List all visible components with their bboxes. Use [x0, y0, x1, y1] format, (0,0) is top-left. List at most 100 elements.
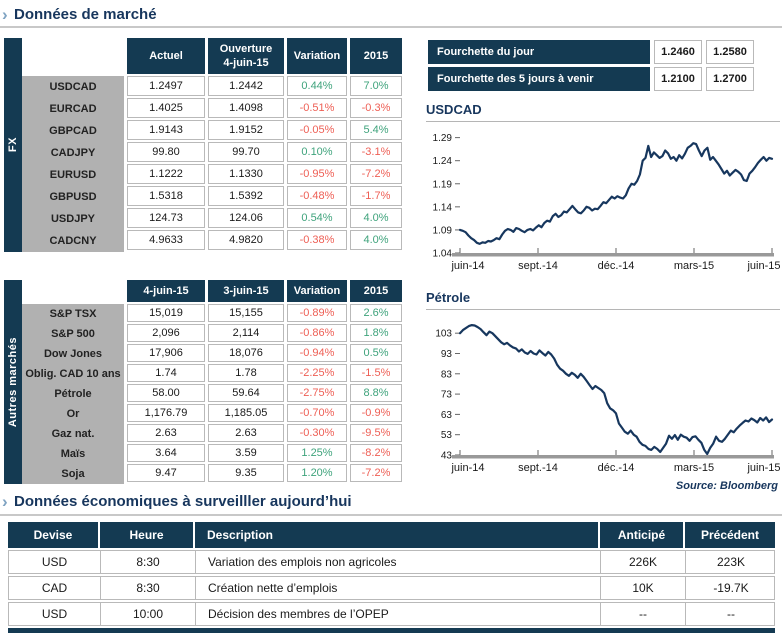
petrole-chart: Pétrole 43 53 63 73 83 93 103 juin-14 sept.-14 dé… [426, 290, 781, 482]
table-cell: -0.3% [350, 98, 402, 118]
table-cell: 0.5% [350, 344, 402, 362]
econ-cell-devise: USD [9, 603, 101, 625]
table-cell: 9.47 [127, 464, 205, 482]
data-line [458, 142, 774, 245]
row-label: Pétrole [54, 388, 92, 400]
table-cell: 2.63 [127, 424, 205, 442]
fx-data-grid: Actuel Ouverture 4-juin-15 Variation 2015 1.2… [127, 38, 402, 250]
x-tick-label: déc.-14 [598, 260, 635, 272]
column-header: Actuel [127, 38, 205, 74]
table-cell: 2.63 [208, 424, 284, 442]
table-cell: 0.44% [287, 76, 347, 96]
table-cell: 1.1222 [127, 164, 205, 184]
y-tick-label: 93 [441, 349, 453, 360]
y-tick-label: 1.19 [433, 179, 453, 190]
table-cell: 1.25% [287, 444, 347, 462]
econ-cell-heure: 8:30 [101, 551, 196, 573]
section1-title: Données de marché [14, 6, 157, 23]
fx-table: FX USDCAD EURCAD GBPCAD CADJPY EURUSD GBPUSD U… [4, 38, 402, 252]
column-header: Ouverture 4-juin-15 [208, 38, 284, 74]
row-label: Oblig. CAD 10 ans [25, 368, 121, 380]
table-cell: 8.8% [350, 384, 402, 402]
table-cell: 59.64 [208, 384, 284, 402]
econ-table-row: USD 10:00 Décision des membres de l’OPEP --… [8, 602, 775, 626]
table-cell: 1.9143 [127, 120, 205, 140]
x-tick-label: juin-15 [746, 260, 780, 272]
econ-table-row: CAD 8:30 Création nette d’emplois 10K -19.7K [8, 576, 775, 600]
y-tick-label: 63 [441, 410, 453, 421]
x-tick-label: juin-14 [450, 462, 484, 474]
row-label: S&P TSX [49, 308, 97, 320]
y-tick-label: 1.04 [433, 249, 453, 260]
table-cell: -0.30% [287, 424, 347, 442]
table-cell: -0.70% [287, 404, 347, 422]
table-cell: 58.00 [127, 384, 205, 402]
table-cell: 1,176.79 [127, 404, 205, 422]
x-tick-label: juin-15 [746, 462, 780, 474]
table-cell: -2.75% [287, 384, 347, 402]
x-tick-label: sept.-14 [518, 462, 558, 474]
econ-table-row: USD 8:30 Variation des emplois non agricol… [8, 550, 775, 574]
bottom-navy-bar [8, 628, 775, 633]
table-cell: 1.4025 [127, 98, 205, 118]
table-cell: 2.6% [350, 304, 402, 322]
table-cell: 9.35 [208, 464, 284, 482]
econ-cell-devise: CAD [9, 577, 101, 599]
fx-side-bar: FX [4, 38, 22, 252]
table-cell: 1.2497 [127, 76, 205, 96]
table-cell: 15,019 [127, 304, 205, 322]
petrole-chart-rule [426, 309, 780, 310]
table-cell: 1.9152 [208, 120, 284, 140]
y-tick-label: 53 [441, 430, 453, 441]
section2-chevron-icon: › [2, 492, 8, 511]
table-cell: 1.74 [127, 364, 205, 382]
table-cell: 15,155 [208, 304, 284, 322]
x-tick-label: déc.-14 [598, 462, 635, 474]
fourchette-day-high: 1.2580 [706, 40, 754, 64]
fourchette-5days-label: Fourchette des 5 jours à venir [428, 67, 650, 91]
table-cell: 3.64 [127, 444, 205, 462]
table-cell: 4.9633 [127, 230, 205, 250]
table-cell: 4.9820 [208, 230, 284, 250]
table-cell: 1.78 [208, 364, 284, 382]
table-cell: -3.1% [350, 142, 402, 162]
table-cell: 3.59 [208, 444, 284, 462]
table-cell: 1.5318 [127, 186, 205, 206]
y-tick-label: 1.14 [433, 202, 453, 213]
column-header: Variation [287, 280, 347, 302]
x-tick-label: sept.-14 [518, 260, 558, 272]
table-cell: 99.80 [127, 142, 205, 162]
table-cell: -2.25% [287, 364, 347, 382]
row-label: USDJPY [50, 213, 96, 225]
econ-column-header: Précédent [700, 528, 760, 542]
row-label: CADJPY [50, 147, 96, 159]
table-cell: 1,185.05 [208, 404, 284, 422]
row-label: GBPUSD [49, 191, 97, 203]
table-cell: -9.5% [350, 424, 402, 442]
econ-column-header: Devise [8, 522, 100, 548]
table-cell: -1.7% [350, 186, 402, 206]
section1-rule [0, 26, 782, 28]
table-cell: -0.48% [287, 186, 347, 206]
table-cell: 124.06 [208, 208, 284, 228]
econ-cell-description: Variation des emplois non agricoles [196, 551, 601, 573]
econ-cell-anticipe: -- [601, 603, 686, 625]
autres-row-labels: S&P TSX S&P 500 Dow Jones Oblig. CAD 10 ans… [22, 304, 124, 484]
y-tick-label: 73 [441, 390, 453, 401]
table-cell: -0.51% [287, 98, 347, 118]
x-tick-label: mars-15 [674, 462, 714, 474]
econ-column-header: Anticipé [600, 522, 685, 548]
row-label: Or [66, 408, 80, 420]
source-label: Source: Bloomberg [675, 480, 778, 492]
column-header: 2015 [350, 38, 402, 74]
table-cell: -7.2% [350, 164, 402, 184]
econ-cell-anticipe: 10K [601, 577, 686, 599]
section1-chevron-icon: › [2, 5, 8, 24]
table-cell: 1.5392 [208, 186, 284, 206]
table-cell: 2,114 [208, 324, 284, 342]
column-header: Variation [287, 38, 347, 74]
usdcad-chart: USDCAD 1.04 1.09 1.14 1.19 1.24 1.29 juin-14 se… [426, 102, 781, 280]
table-cell: 7.0% [350, 76, 402, 96]
econ-cell-precedent: -- [727, 607, 735, 621]
petrole-chart-title: Pétrole [426, 290, 471, 305]
